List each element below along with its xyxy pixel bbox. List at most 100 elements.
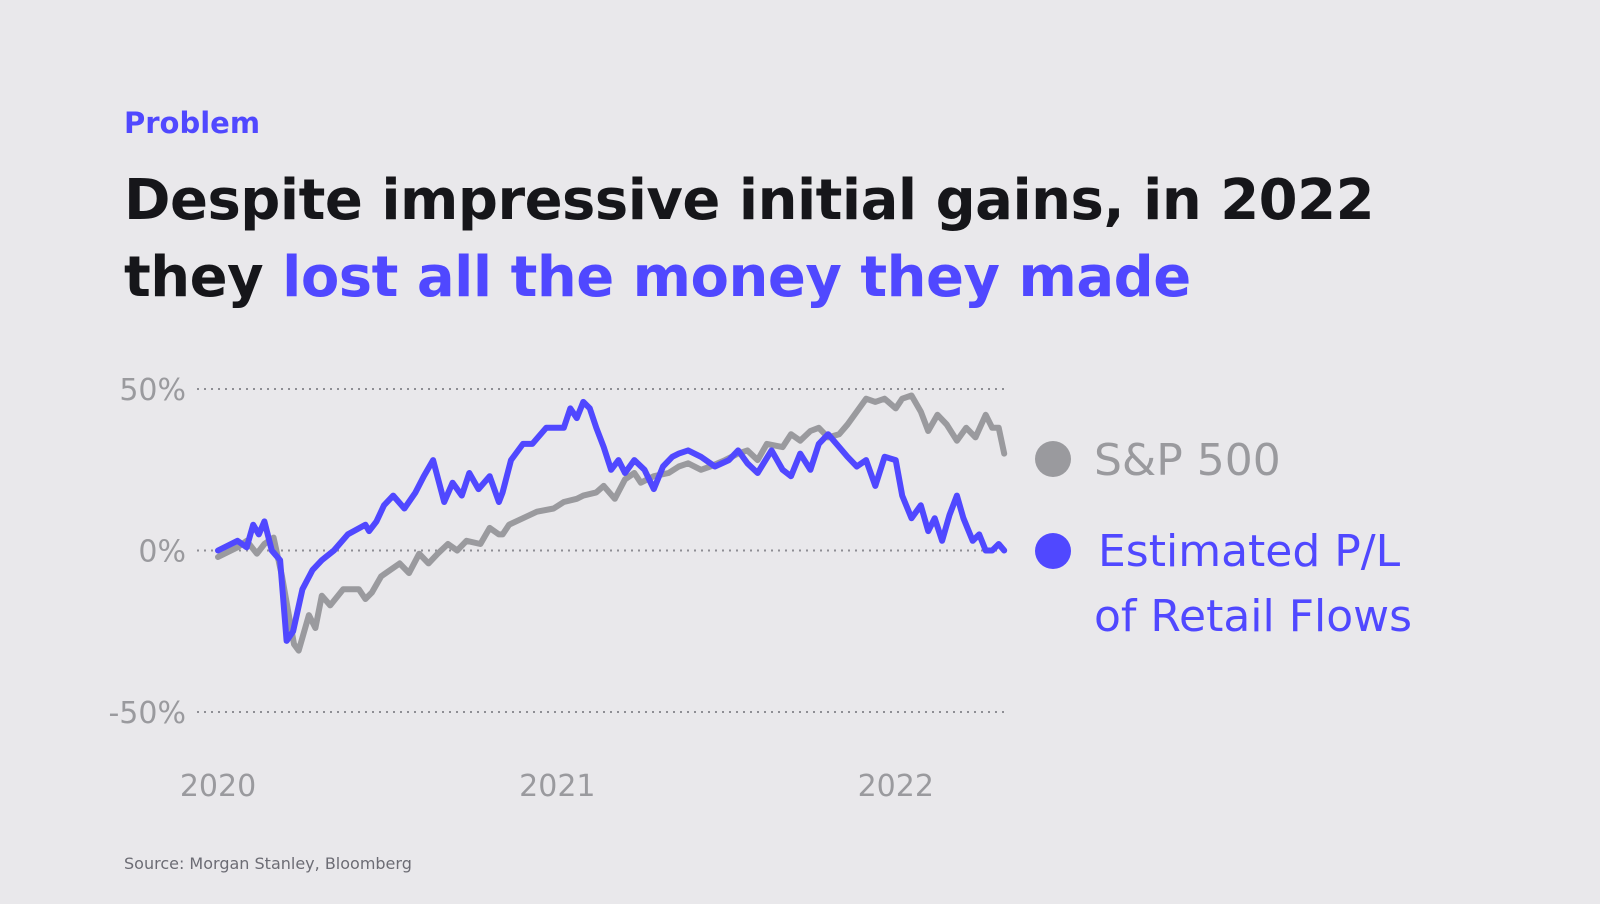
data-point xyxy=(1003,549,1005,552)
data-point xyxy=(358,588,360,591)
data-point xyxy=(602,485,605,487)
data-point xyxy=(380,575,383,578)
legend-label-sp500: S&P 500 xyxy=(1094,435,1281,486)
data-point xyxy=(617,459,620,461)
data-point xyxy=(498,501,500,503)
data-point xyxy=(576,417,578,419)
page-title: Despite impressive initial gains, in 202… xyxy=(124,162,1504,316)
y-tick-label: -50% xyxy=(108,696,186,731)
data-point xyxy=(653,488,655,490)
data-point xyxy=(347,533,349,536)
data-point xyxy=(602,446,605,448)
data-point xyxy=(408,572,410,574)
data-point xyxy=(920,504,922,507)
legend-marker-retail xyxy=(1035,533,1071,569)
data-point xyxy=(293,643,295,645)
data-point xyxy=(383,504,385,507)
data-point xyxy=(678,452,680,455)
data-point xyxy=(563,501,565,503)
x-tick-label: 2021 xyxy=(519,769,595,804)
data-point xyxy=(766,443,768,445)
data-point xyxy=(522,443,524,445)
data-point xyxy=(263,520,266,523)
data-point xyxy=(927,530,929,532)
data-point xyxy=(398,562,401,565)
title-line-1: Despite impressive initial gains, in 202… xyxy=(124,168,1375,233)
data-point xyxy=(436,552,439,555)
data-point xyxy=(569,407,572,410)
y-axis-ticks: 50% 0% -50% xyxy=(108,373,186,731)
data-point xyxy=(799,439,801,442)
data-point xyxy=(781,446,784,448)
y-tick-label: 0% xyxy=(138,535,186,570)
data-point xyxy=(927,430,929,432)
data-point xyxy=(279,559,281,561)
data-point xyxy=(501,533,504,536)
data-point xyxy=(756,472,759,474)
data-point xyxy=(342,588,345,591)
data-point xyxy=(285,640,288,642)
data-point xyxy=(624,478,626,481)
data-point xyxy=(956,494,958,497)
data-point xyxy=(536,510,538,513)
data-point xyxy=(217,549,219,552)
data-point xyxy=(874,485,877,487)
data-point xyxy=(799,452,801,455)
data-point xyxy=(432,459,434,461)
data-point xyxy=(589,407,591,410)
data-point xyxy=(479,543,482,545)
series-0 xyxy=(215,392,1008,654)
data-point xyxy=(576,498,578,500)
data-point xyxy=(667,472,670,474)
data-point xyxy=(933,517,936,519)
source-note: Source: Morgan Stanley, Bloomberg xyxy=(124,854,412,873)
data-point xyxy=(582,494,585,497)
data-point xyxy=(488,527,491,529)
data-point xyxy=(252,523,254,526)
legend-label-retail: Estimated P/L of Retail Flows xyxy=(1094,526,1412,642)
data-point xyxy=(272,536,275,539)
title-accent: lost all the money they made xyxy=(282,245,1191,310)
data-point xyxy=(962,517,965,519)
data-point xyxy=(297,649,300,652)
data-point xyxy=(333,549,335,552)
data-point xyxy=(371,591,373,594)
data-point xyxy=(375,520,378,523)
data-point xyxy=(956,439,958,442)
data-point xyxy=(640,481,642,484)
data-point xyxy=(423,475,425,478)
data-point xyxy=(443,501,446,503)
data-point xyxy=(920,410,922,413)
data-point xyxy=(965,427,967,429)
data-point xyxy=(978,533,980,536)
data-point xyxy=(364,523,367,526)
data-point xyxy=(910,517,913,519)
data-point xyxy=(301,588,304,591)
data-point xyxy=(403,507,406,510)
x-axis-ticks: 2020 2021 2022 xyxy=(180,769,934,804)
series-1 xyxy=(215,398,1008,644)
data-point xyxy=(997,427,1000,429)
data-point xyxy=(910,394,913,397)
data-point xyxy=(971,540,974,542)
data-point xyxy=(865,397,867,400)
data-point xyxy=(790,433,792,436)
legend-marker-sp500 xyxy=(1035,441,1071,477)
data-point xyxy=(643,469,646,471)
data-point xyxy=(770,449,773,452)
series-layer xyxy=(215,392,1008,654)
data-point xyxy=(465,540,468,542)
data-point xyxy=(595,491,598,494)
data-point xyxy=(392,494,395,497)
data-point xyxy=(941,540,943,542)
data-point xyxy=(447,543,449,545)
data-point xyxy=(610,469,612,471)
data-point xyxy=(308,614,310,616)
data-point xyxy=(501,491,504,494)
data-point xyxy=(461,494,463,497)
y-tick-label: 50% xyxy=(119,373,186,408)
data-point xyxy=(311,569,314,571)
title-line-2-prefix: they xyxy=(124,245,283,310)
